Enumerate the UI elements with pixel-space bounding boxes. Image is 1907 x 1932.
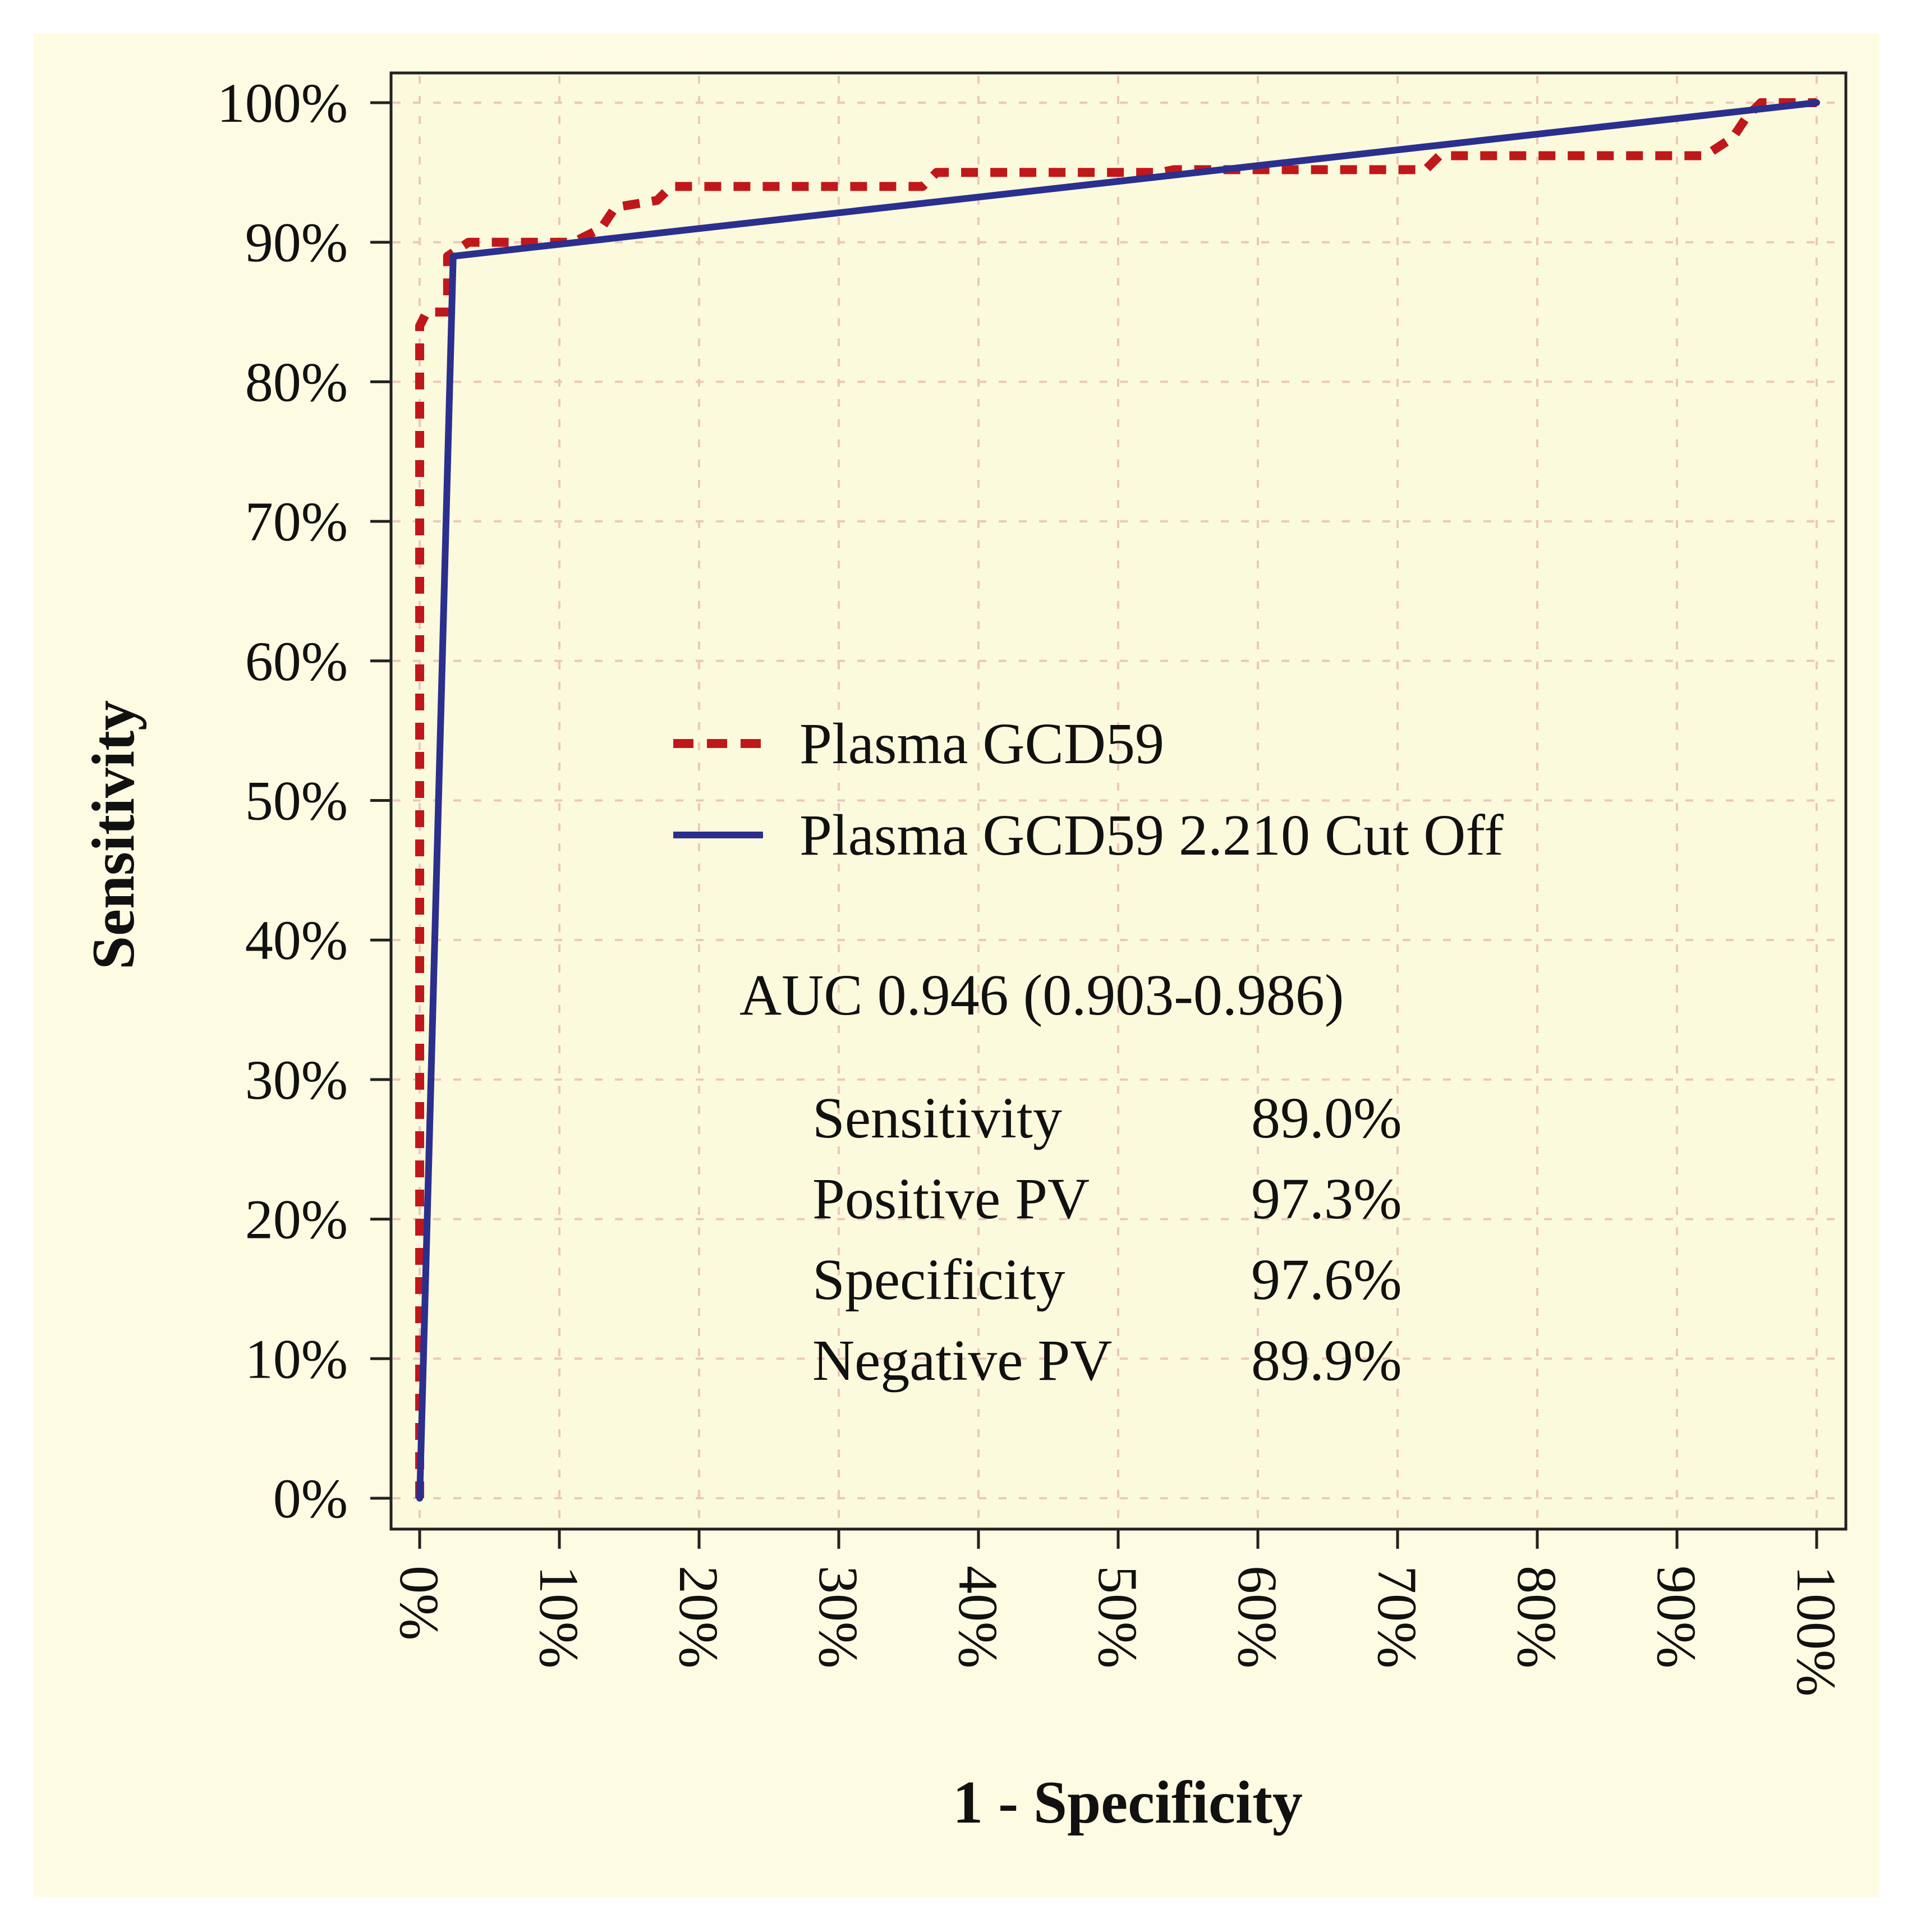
x-tick-label: 80%: [1506, 1566, 1568, 1668]
x-axis-title: 1 - Specificity: [953, 1769, 1303, 1836]
stat-label-sensitivity: Sensitivity: [812, 1086, 1062, 1150]
axis-ticks: 0% 10% 20% 30% 40% 50% 60% 70% 80% 90% 100% 0% 10% 20…: [217, 72, 1848, 1696]
stat-label-positive-pv: Positive PV: [812, 1167, 1090, 1231]
x-tick-label: 60%: [1226, 1566, 1289, 1668]
stats-annotation: AUC 0.946 (0.903-0.986) Sensitivity 89.0…: [739, 963, 1402, 1393]
y-axis-title: Sensitivity: [80, 700, 147, 970]
x-tick-label: 40%: [947, 1566, 1009, 1668]
y-tick-label: 40%: [245, 909, 348, 971]
stat-value-negative-pv: 89.9%: [1251, 1328, 1402, 1393]
y-tick-label: 70%: [245, 490, 348, 553]
stat-label-negative-pv: Negative PV: [812, 1328, 1112, 1393]
legend-label-plasma-gcd59-cutoff: Plasma GCD59 2.210 Cut Off: [799, 803, 1504, 868]
x-tick-label: 100%: [1785, 1566, 1848, 1696]
y-tick-label: 60%: [245, 630, 348, 692]
y-tick-label: 100%: [217, 72, 348, 134]
y-tick-label: 0%: [273, 1467, 348, 1530]
x-tick-label: 10%: [528, 1566, 590, 1668]
auc-text: AUC 0.946 (0.903-0.986): [739, 963, 1344, 1027]
plot-area: [389, 71, 1848, 1531]
x-tick-label: 0%: [388, 1566, 451, 1640]
y-tick-label: 90%: [245, 212, 348, 274]
stat-value-specificity: 97.6%: [1251, 1247, 1402, 1312]
series-line-plasma-gcd59-cutoff: [416, 99, 1820, 1502]
stat-label-specificity: Specificity: [812, 1247, 1065, 1312]
series-line-plasma-gcd59: [415, 98, 1817, 1498]
y-tick-label: 20%: [245, 1188, 348, 1251]
x-tick-label: 20%: [668, 1566, 730, 1668]
y-tick-label: 50%: [245, 770, 348, 832]
series-layer: [415, 98, 1820, 1502]
x-tick-label: 90%: [1646, 1566, 1708, 1668]
y-tick-label: 10%: [245, 1328, 348, 1390]
x-tick-label: 50%: [1087, 1566, 1149, 1668]
legend-label-plasma-gcd59: Plasma GCD59: [799, 712, 1164, 776]
y-tick-label: 30%: [245, 1049, 348, 1111]
x-tick-label: 30%: [807, 1566, 870, 1668]
x-tick-label: 70%: [1366, 1566, 1428, 1668]
legend: Plasma GCD59 Plasma GCD59 2.210 Cut Off: [673, 712, 1504, 868]
stat-value-positive-pv: 97.3%: [1251, 1167, 1402, 1231]
y-tick-label: 80%: [245, 351, 348, 413]
stat-value-sensitivity: 89.0%: [1251, 1086, 1402, 1150]
